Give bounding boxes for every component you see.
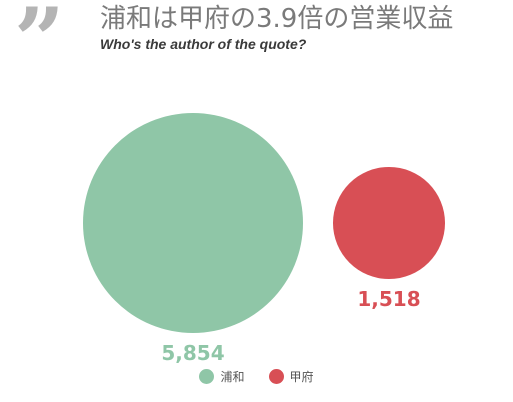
legend: 浦和 甲府 bbox=[0, 368, 513, 385]
legend-swatch-kofu bbox=[268, 369, 284, 384]
page-subtitle: Who's the author of the quote? bbox=[100, 36, 307, 52]
legend-item-kofu[interactable]: 甲府 bbox=[268, 368, 314, 385]
data-label-kofu: 1,518 bbox=[357, 287, 420, 311]
bubble-urawa[interactable] bbox=[83, 113, 303, 333]
quote-icon: ” bbox=[14, 0, 65, 92]
bubble-kofu[interactable] bbox=[332, 166, 446, 280]
data-label-urawa: 5,854 bbox=[161, 341, 224, 365]
legend-item-urawa[interactable]: 浦和 bbox=[199, 368, 245, 385]
page-title: 浦和は甲府の3.9倍の営業収益 bbox=[100, 4, 454, 34]
legend-label-urawa: 浦和 bbox=[220, 370, 245, 384]
legend-swatch-urawa bbox=[199, 369, 215, 384]
legend-label-kofu: 甲府 bbox=[289, 370, 314, 384]
